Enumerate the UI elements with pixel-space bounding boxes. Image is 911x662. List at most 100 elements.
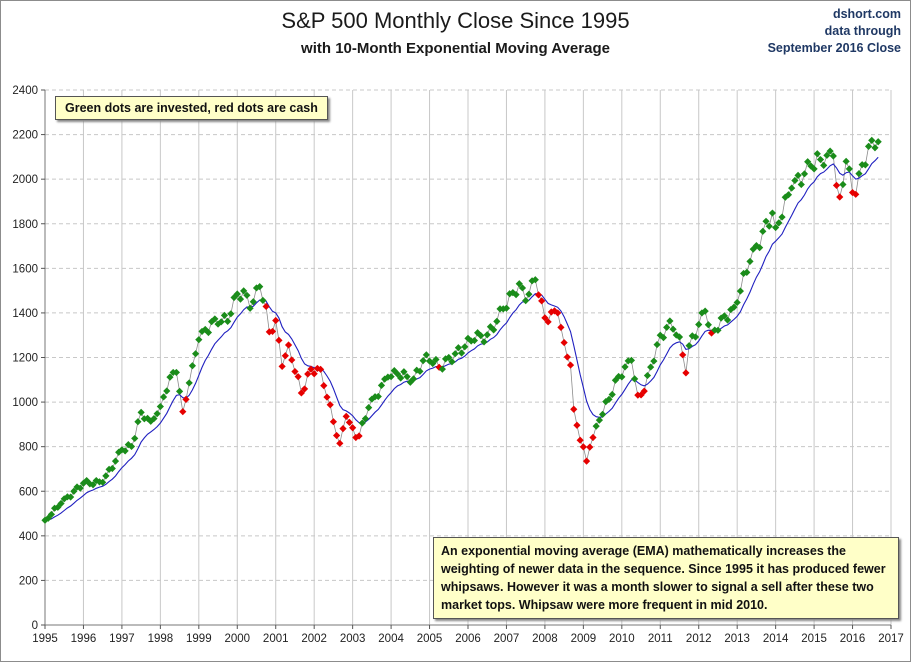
invested-dot (839, 180, 847, 189)
cash-dot (339, 425, 347, 433)
invested-dot (701, 307, 709, 315)
invested-dot (79, 479, 88, 487)
invested-dot (685, 342, 693, 350)
invested-dot (256, 283, 264, 291)
cash-dot (637, 391, 645, 399)
invested-dot (236, 295, 245, 303)
invested-dot (147, 417, 155, 425)
invested-dot (768, 209, 777, 217)
invested-dot (259, 296, 267, 305)
invested-dot (871, 144, 879, 152)
invested-dot (800, 170, 809, 178)
invested-dot (528, 277, 536, 285)
cash-dot (316, 365, 325, 373)
cash-dot (268, 327, 277, 336)
x-tick-label: 2004 (378, 633, 404, 645)
invested-dot (47, 510, 56, 519)
cash-dot (297, 389, 305, 397)
cash-dot (563, 353, 571, 361)
invested-dot (631, 375, 639, 383)
invested-dot (233, 290, 241, 298)
x-tick-label: 2010 (609, 633, 635, 645)
invested-dot (659, 334, 668, 342)
invested-dot (605, 395, 613, 404)
invested-dot (227, 310, 235, 318)
invested-dot (121, 447, 129, 455)
invested-dot (691, 333, 700, 341)
invested-dot (826, 147, 834, 155)
invested-dot (669, 325, 677, 333)
invested-dot (134, 418, 142, 426)
invested-dot (602, 398, 610, 406)
invested-dot (365, 404, 373, 412)
invested-dot (717, 314, 725, 322)
y-tick-label: 1800 (12, 219, 38, 231)
invested-dot (188, 362, 197, 370)
source-date: September 2016 Close (767, 41, 901, 55)
series-layer (41, 136, 882, 524)
invested-dot (127, 442, 136, 451)
invested-dot (813, 150, 821, 158)
invested-dot (111, 457, 120, 465)
invested-dot (746, 257, 754, 266)
invested-dot (829, 152, 837, 160)
invested-dot (86, 480, 94, 488)
cash-dot (566, 361, 575, 369)
invested-dot (518, 284, 527, 292)
invested-dot (54, 503, 62, 511)
invested-dot (192, 350, 200, 358)
invested-dot (656, 331, 664, 339)
invested-dot (44, 514, 52, 522)
invested-dot (714, 326, 722, 334)
invested-dot (531, 276, 539, 284)
x-tick-label: 2011 (648, 633, 673, 645)
invested-dot (733, 298, 741, 307)
cash-dot (294, 373, 302, 381)
x-tick-label: 2001 (263, 633, 289, 645)
invested-dot (730, 303, 738, 311)
gridlines (45, 89, 892, 625)
invested-dot (175, 387, 184, 395)
invested-dot (855, 169, 863, 178)
x-tick-label: 2013 (724, 633, 750, 645)
invested-dot (493, 317, 501, 325)
invested-dot (150, 414, 158, 423)
invested-dot (727, 305, 735, 314)
x-tick-label: 1996 (71, 633, 97, 645)
invested-dot (807, 162, 815, 170)
invested-dot (425, 357, 434, 365)
y-tick-label: 400 (19, 531, 38, 543)
invested-dot (864, 142, 873, 150)
x-tick-label: 2000 (224, 633, 250, 645)
invested-dot (67, 493, 75, 501)
cash-dot (576, 436, 584, 444)
invested-dot (419, 357, 427, 365)
cash-dot (579, 443, 587, 451)
invested-dot (480, 338, 488, 346)
x-axis-ticks: 1995 1996 1997 1998 1999 2000 2001 2002 2003 2004… (32, 625, 904, 645)
y-tick-label: 600 (19, 486, 38, 498)
ema-explanation-note: An exponential moving average (EMA) math… (433, 537, 899, 619)
invested-dot (759, 227, 767, 235)
cash-dot (262, 302, 270, 311)
invested-dot (240, 287, 248, 295)
invested-dot (772, 223, 780, 232)
source-credit: dshort.com data through September 2016 C… (768, 6, 901, 57)
x-tick-label: 2017 (878, 633, 904, 645)
cash-dot (640, 387, 648, 395)
invested-dot (140, 415, 148, 423)
invested-dot (502, 304, 511, 312)
invested-dot (57, 499, 65, 508)
invested-dot (666, 317, 674, 325)
x-tick-label: 1995 (32, 633, 58, 645)
y-tick-label: 2000 (12, 174, 38, 186)
invested-dot (723, 316, 732, 324)
invested-dot (823, 151, 831, 159)
invested-dot (470, 336, 479, 345)
cash-dot (586, 443, 594, 451)
invested-dot (153, 410, 161, 418)
cash-dot (342, 412, 350, 420)
cash-dot (278, 362, 286, 371)
invested-dot (653, 340, 661, 349)
x-tick-label: 1999 (186, 633, 212, 645)
